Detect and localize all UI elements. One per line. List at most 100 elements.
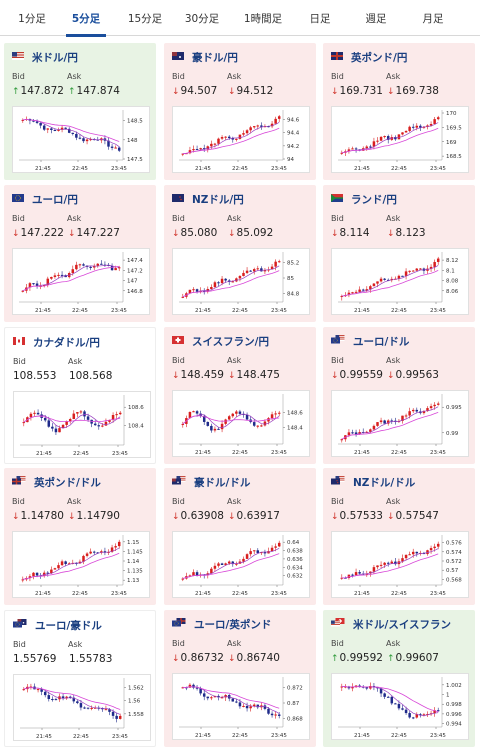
pair-title[interactable]: スイスフラン/円 — [172, 335, 269, 348]
candle-body — [96, 263, 100, 266]
candle-body — [249, 127, 252, 131]
rate-card[interactable]: 英ポンド/円 Bid Ask ↓169.731 ↓169.738 170 169.… — [323, 43, 475, 180]
candle-body — [358, 572, 361, 574]
rate-card[interactable]: 英ポンド/ドル Bid Ask ↓1.14780 ↓1.14790 1.15 1.… — [4, 468, 156, 605]
candle-body — [53, 568, 57, 570]
pair-name: 豪ドル/円 — [192, 51, 238, 64]
rate-card[interactable]: 豪ドル/円 Bid Ask ↓94.507 ↓94.512 94.6 94.4 94… — [164, 43, 316, 180]
x-tick-label: 22:45 — [73, 451, 89, 457]
candlestick-chart[interactable]: 147.4 147.2 147 146.8 21:45 22:45 23:45 — [12, 248, 150, 315]
bid-label: Bid — [13, 640, 26, 649]
tab-2[interactable]: 15分足 — [127, 13, 163, 25]
pair-title[interactable]: 英ポンド/ドル — [12, 475, 101, 489]
candle-body — [202, 290, 206, 292]
y-tick-label: 0.995 — [446, 405, 462, 411]
candlestick-chart[interactable]: 0.576 0.574 0.572 0.57 0.568 21:45 22:45 23:45 — [331, 531, 469, 598]
candle-body — [114, 268, 117, 271]
candle-body — [422, 411, 426, 414]
rate-card[interactable]: ユーロ/英ポンド Bid Ask ↓0.86732 ↓0.86740 0.872… — [164, 610, 316, 747]
candle-body — [33, 412, 36, 414]
rate-card[interactable]: ユーロ/円 Bid Ask ↓147.222 ↓147.227 147.4 147… — [4, 185, 156, 322]
candlestick-chart[interactable]: 108.6 108.4 21:45 22:45 23:45 — [13, 391, 151, 458]
y-tick-label: 0.64 — [287, 540, 300, 546]
tab-5[interactable]: 日足 — [309, 13, 331, 25]
candlestick-chart[interactable]: 148.6 148.4 21:45 22:45 23:45 — [172, 390, 310, 457]
x-tick-label: 22:45 — [73, 734, 89, 740]
rate-card[interactable]: 米ドル/円 Bid Ask ↑147.872 ↑147.874 148.5 148… — [4, 43, 156, 180]
candle-body — [64, 127, 67, 129]
y-tick-label: 94.6 — [287, 118, 300, 124]
candle-body — [61, 424, 65, 429]
candlestick-chart[interactable]: 148.5 148 147.5 21:45 22:45 23:45 — [12, 106, 150, 173]
rate-card[interactable]: 米ドル/スイスフラン Bid Ask ↑0.99592 ↑0.99607 1.0… — [323, 610, 475, 747]
candle-body — [436, 258, 440, 262]
candle-body — [217, 695, 220, 698]
candlestick-chart[interactable]: 1.562 1.56 1.558 21:45 22:45 23:45 — [13, 674, 151, 741]
pair-title[interactable]: ユーロ/豪ドル — [13, 618, 102, 632]
candlestick-chart[interactable]: 1.15 1.145 1.14 1.135 1.13 21:45 22:45 23:45 — [12, 531, 150, 598]
rate-card[interactable]: スイスフラン/円 Bid Ask ↓148.459 ↓148.475 148.6… — [164, 327, 316, 464]
bid-label: Bid — [12, 497, 25, 506]
candlestick-chart[interactable]: 170 169.5 169 168.5 21:45 22:45 23:45 — [331, 106, 469, 173]
tab-0[interactable]: 1分足 — [18, 13, 46, 25]
down-arrow-icon: ↓ — [172, 371, 180, 381]
tab-7[interactable]: 月足 — [422, 13, 444, 25]
candle-body — [249, 270, 252, 272]
candlestick-chart[interactable]: 94.6 94.4 94.2 94 21:45 22:45 23:45 — [172, 106, 310, 173]
rate-card[interactable]: NZドル/円 Bid Ask ↓85.080 ↓85.092 85.2 85 84.… — [164, 185, 316, 322]
candlestick-chart[interactable]: 8.12 8.1 8.08 8.06 21:45 22:45 23:45 — [331, 248, 469, 315]
tab-6[interactable]: 週足 — [365, 13, 387, 25]
pair-title[interactable]: ランド/円 — [331, 193, 397, 206]
down-arrow-icon: ↓ — [68, 229, 76, 239]
candlestick-chart[interactable]: 0.872 0.87 0.868 21:45 22:45 23:45 — [172, 673, 310, 740]
candle-body — [115, 414, 118, 416]
candlestick-chart[interactable]: 1.002 1 0.998 0.996 0.994 21:45 22:45 23:45 — [331, 673, 469, 740]
rate-card[interactable]: NZドル/ドル Bid Ask ↓0.57533 ↓0.57547 0.576 0… — [323, 468, 475, 605]
candle-body — [277, 412, 281, 414]
candle-body — [210, 287, 213, 289]
down-arrow-icon: ↓ — [331, 371, 339, 381]
candle-body — [104, 421, 108, 426]
candlestick-chart[interactable]: 85.2 85 84.8 21:45 22:45 23:45 — [172, 248, 310, 315]
pair-title[interactable]: カナダドル/円 — [13, 336, 100, 349]
rate-card[interactable]: 豪ドル/ドル Bid Ask ↓0.63908 ↓0.63917 0.64 0.6… — [164, 468, 316, 605]
pair-title[interactable]: NZドル/円 — [172, 193, 244, 206]
candle-body — [54, 428, 58, 433]
rate-card[interactable]: カナダドル/円 Bid Ask 108.553 108.568 108.6 108… — [4, 327, 156, 464]
tab-3[interactable]: 30分足 — [184, 13, 220, 25]
tab-4[interactable]: 1時間足 — [243, 13, 283, 25]
ask-price: ↓8.123 — [387, 227, 426, 239]
rate-card[interactable]: ランド/円 Bid Ask ↓8.114 ↓8.123 8.12 8.1 8.08 8… — [323, 185, 475, 322]
pair-title[interactable]: 米ドル/スイスフラン — [331, 617, 451, 631]
tab-1[interactable]: 5分足 — [56, 0, 116, 37]
candle-body — [181, 296, 185, 298]
ask-label: Ask — [67, 214, 82, 223]
pair-name: NZドル/ドル — [353, 476, 416, 489]
pair-title[interactable]: 米ドル/円 — [12, 51, 78, 64]
candle-body — [436, 710, 440, 712]
candlestick-chart[interactable]: 0.995 0.99 21:45 22:45 23:45 — [331, 390, 469, 457]
ask-label: Ask — [386, 72, 401, 81]
bid-price: ↓148.459 — [172, 369, 224, 381]
candle-body — [217, 282, 220, 284]
pair-title[interactable]: ユーロ/英ポンド — [172, 617, 271, 631]
down-arrow-icon: ↓ — [387, 512, 395, 522]
candle-body — [68, 419, 72, 422]
pair-title[interactable]: NZドル/ドル — [331, 475, 416, 489]
candle-body — [108, 709, 111, 712]
pair-title[interactable]: 豪ドル/ドル — [172, 475, 251, 489]
pair-title[interactable]: ユーロ/円 — [12, 193, 78, 206]
candle-body — [235, 701, 238, 703]
rate-card[interactable]: ユーロ/ドル Bid Ask ↓0.99559 ↓0.99563 0.995 0.… — [323, 327, 475, 464]
candle-body — [426, 408, 429, 412]
pair-title[interactable]: 豪ドル/円 — [172, 51, 238, 64]
candlestick-chart[interactable]: 0.64 0.638 0.636 0.634 0.632 21:45 22:45 23:45 — [172, 531, 310, 598]
candle-body — [411, 126, 415, 128]
pair-name: 豪ドル/ドル — [194, 476, 251, 489]
ask-price: ↓169.738 — [387, 85, 439, 97]
ask-price: ↓94.512 — [228, 85, 274, 97]
pair-title[interactable]: ユーロ/ドル — [331, 334, 409, 348]
pair-title[interactable]: 英ポンド/円 — [331, 51, 407, 64]
rate-card[interactable]: ユーロ/豪ドル Bid Ask 1.55769 1.55783 1.562 1.5… — [4, 610, 156, 747]
y-tick-label: 8.1 — [446, 268, 455, 274]
